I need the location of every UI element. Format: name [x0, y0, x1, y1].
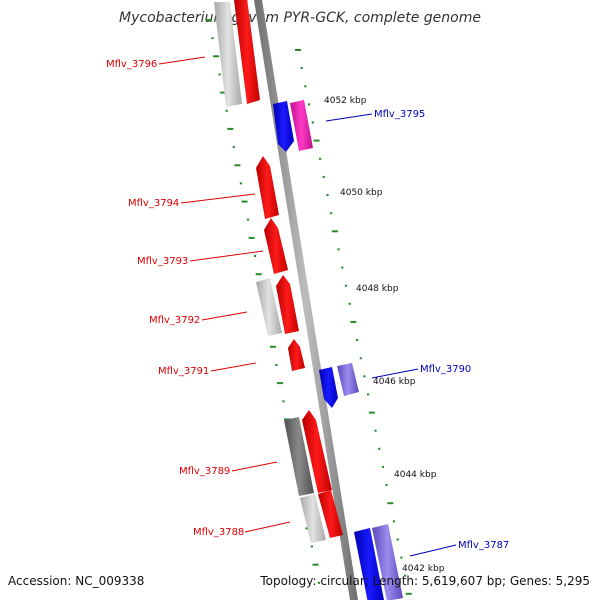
tick-marks-right	[295, 49, 412, 595]
accession-text: Accession: NC_009338	[8, 574, 145, 588]
leader-3788	[244, 521, 291, 533]
tick-label-4048: 4048 kbp	[356, 284, 399, 294]
leader-3794	[180, 193, 256, 204]
leader-3791	[210, 362, 257, 372]
leader-3795	[325, 113, 373, 122]
leader-3796	[158, 56, 206, 65]
gene-label-3794[interactable]: Mflv_3794	[128, 198, 179, 209]
leader-3793	[189, 250, 264, 262]
gene-label-3793[interactable]: Mflv_3793	[137, 256, 188, 267]
gene-label-3791[interactable]: Mflv_3791	[158, 366, 209, 377]
gene-arrow-3791	[288, 339, 305, 371]
gene-arrow-3792	[276, 275, 299, 334]
gene-arrow-3787-purple	[372, 524, 403, 600]
gene-arrow-3794	[256, 156, 279, 219]
gene-label-3788[interactable]: Mflv_3788	[193, 527, 244, 538]
gene-label-3792[interactable]: Mflv_3792	[149, 315, 200, 326]
leader-3789	[231, 461, 278, 472]
gene-arrow-3795	[273, 101, 294, 152]
gene-label-3789[interactable]: Mflv_3789	[179, 466, 230, 477]
tick-label-4044: 4044 kbp	[394, 470, 437, 480]
gene-arrow-3789	[302, 410, 332, 493]
gene-arrow-3790-purple	[337, 363, 359, 396]
genome-backbone	[254, 0, 358, 600]
gene-label-3790[interactable]: Mflv_3790	[420, 364, 471, 375]
gene-label-3796[interactable]: Mflv_3796	[106, 59, 157, 70]
tick-label-4050: 4050 kbp	[340, 188, 383, 198]
orf-3789-dark	[284, 417, 314, 496]
map-title: Mycobacterium gilvum PYR-GCK, complete g…	[119, 10, 481, 26]
leader-3787	[409, 544, 457, 557]
orf-3796-grey	[214, 2, 242, 107]
gene-arrow-3787	[354, 528, 384, 600]
gene-arrow-3795-pink	[290, 100, 313, 151]
orf-3792-grey	[256, 278, 282, 336]
gene-arrow-3793	[264, 218, 288, 274]
gene-arrow-3788	[318, 490, 343, 538]
gene-arrow-3796	[234, 0, 260, 104]
gene-label-3787[interactable]: Mflv_3787	[458, 540, 509, 551]
orf-3788-grey	[300, 494, 326, 543]
genome-summary-text: Topology: circular; Length: 5,619,607 bp…	[260, 574, 590, 588]
leader-3792	[201, 311, 248, 321]
tick-label-4042: 4042 kbp	[402, 564, 445, 574]
tick-label-4052: 4052 kbp	[324, 96, 367, 106]
tick-label-4046: 4046 kbp	[373, 377, 416, 387]
gene-label-3795[interactable]: Mflv_3795	[374, 109, 425, 120]
leader-3790	[371, 368, 419, 379]
gene-arrow-3790	[319, 367, 338, 408]
